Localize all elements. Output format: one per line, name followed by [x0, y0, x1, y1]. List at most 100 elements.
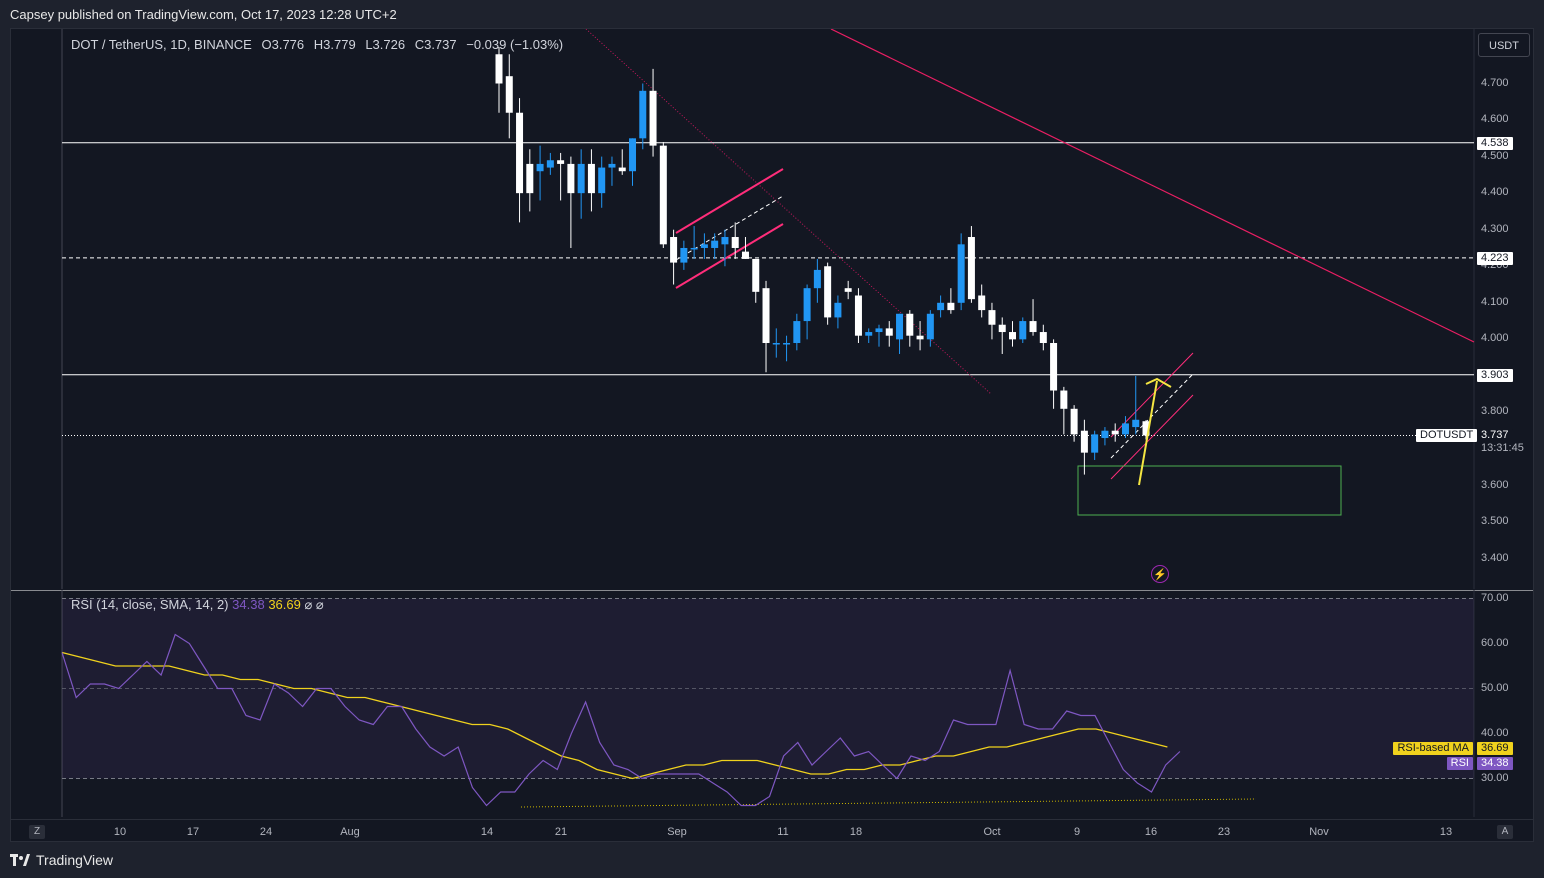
level-price-tag: 3.903 — [1477, 368, 1513, 382]
candle-body — [546, 160, 554, 168]
rsi-pane[interactable]: RSI (14, close, SMA, 14, 2) 34.38 36.69 … — [11, 590, 1534, 817]
time-tick-label: Sep — [667, 826, 687, 838]
legend-open: O3.776 — [261, 37, 305, 52]
rsi-tick-label: 70.00 — [1481, 591, 1509, 604]
candle-body — [608, 163, 616, 168]
price-chart-svg[interactable] — [11, 29, 1534, 589]
candle — [1039, 324, 1047, 351]
time-axis[interactable]: Z 10 17 24 Aug 14 21 Sep 11 18 Oct 9 16 23 Nov 13 A — [11, 819, 1533, 841]
tradingview-brand[interactable]: TradingView — [10, 852, 113, 868]
candle-body — [854, 295, 862, 336]
candle-body — [741, 251, 749, 259]
candle-body — [731, 237, 739, 248]
candle — [608, 156, 616, 186]
candle — [1029, 299, 1037, 336]
candle — [988, 302, 996, 340]
candle — [1091, 430, 1099, 460]
candle — [741, 237, 749, 259]
candle — [947, 288, 955, 314]
symbol-legend: DOT / TetherUS, 1D, BINANCE O3.776 H3.77… — [71, 37, 569, 52]
candle-body — [772, 343, 780, 345]
rsi-ma-value-tag: 36.69 — [1477, 742, 1513, 756]
candle-body — [1050, 343, 1058, 391]
candle-body — [803, 288, 811, 322]
legend-high: H3.779 — [313, 37, 356, 52]
auto-scale-button[interactable]: A — [1497, 825, 1513, 839]
time-tick-label: 18 — [849, 826, 863, 838]
candle — [629, 138, 637, 186]
candle — [649, 68, 657, 157]
last-price-symbol-tag: DOTUSDT — [1416, 429, 1478, 443]
candle — [731, 222, 739, 259]
candle-body — [813, 269, 821, 289]
candle-body — [793, 321, 801, 344]
currency-button[interactable]: USDT — [1478, 33, 1530, 57]
time-tick-label: Oct — [983, 826, 1001, 838]
price-pane[interactable]: DOT / TetherUS, 1D, BINANCE O3.776 H3.77… — [11, 29, 1534, 589]
candle — [690, 226, 698, 259]
rsi-legend: RSI (14, close, SMA, 14, 2) 34.38 36.69 … — [71, 597, 324, 613]
flag-channel-upper — [675, 168, 784, 234]
candle-body — [752, 258, 760, 292]
candle — [978, 284, 986, 318]
candle — [803, 284, 811, 340]
candle — [824, 262, 832, 325]
lightning-icon[interactable]: ⚡ — [1151, 565, 1169, 583]
candle-body — [875, 328, 883, 333]
candle — [680, 240, 688, 270]
rsi-tick-label: 40.00 — [1481, 726, 1509, 739]
candle — [783, 335, 791, 362]
candle-body — [926, 313, 934, 340]
price-tick-label: 4.400 — [1481, 186, 1509, 199]
price-tick-label: 3.600 — [1481, 478, 1509, 491]
candle — [844, 280, 852, 300]
candle-body — [1132, 419, 1140, 428]
time-tick-label: 13 — [1439, 826, 1453, 838]
candle-body — [711, 240, 719, 248]
candle-body — [906, 313, 914, 336]
candle — [926, 310, 934, 347]
chart-frame[interactable]: DOT / TetherUS, 1D, BINANCE O3.776 H3.77… — [10, 28, 1534, 842]
time-tick-label: 23 — [1217, 826, 1231, 838]
candle-body — [1019, 321, 1027, 340]
legend-low: L3.726 — [365, 37, 406, 52]
candle — [557, 152, 565, 201]
candle — [1111, 423, 1119, 442]
price-tick-label: 4.300 — [1481, 222, 1509, 235]
publish-header: Capsey published on TradingView.com, Oct… — [10, 7, 397, 22]
rsi-chart-svg[interactable] — [11, 590, 1534, 817]
candle-body — [885, 328, 893, 336]
candle-body — [680, 247, 688, 263]
candle-body — [700, 244, 708, 248]
candle — [721, 229, 729, 267]
candle — [577, 149, 585, 219]
candle-body — [567, 163, 575, 194]
candle-body — [536, 163, 544, 172]
candle — [1132, 375, 1140, 435]
candle-body — [916, 335, 924, 340]
candle-body — [1091, 434, 1099, 453]
candle-body — [721, 237, 729, 245]
time-tick-label: 11 — [777, 826, 789, 838]
candle — [762, 280, 770, 373]
rsi-divergence-line — [520, 798, 1257, 808]
candle — [1070, 405, 1078, 442]
candle — [659, 141, 667, 248]
candle-body — [1080, 430, 1088, 453]
rsi-ma-label-tag: RSI-based MA — [1393, 742, 1473, 756]
candle-body — [947, 302, 955, 311]
candle-body — [896, 313, 904, 340]
candle — [546, 152, 554, 175]
candle-body — [1101, 430, 1109, 439]
candle — [700, 233, 708, 259]
candle-body — [988, 310, 996, 325]
candle-body — [1121, 423, 1129, 435]
auto-zoom-button[interactable]: Z — [29, 825, 45, 839]
candle-body — [1111, 430, 1119, 435]
candle-body — [587, 163, 595, 194]
price-tick-label: 4.100 — [1481, 295, 1509, 308]
candle — [967, 226, 975, 303]
candle-body — [998, 324, 1006, 333]
candle — [598, 156, 606, 208]
candle — [957, 233, 965, 311]
